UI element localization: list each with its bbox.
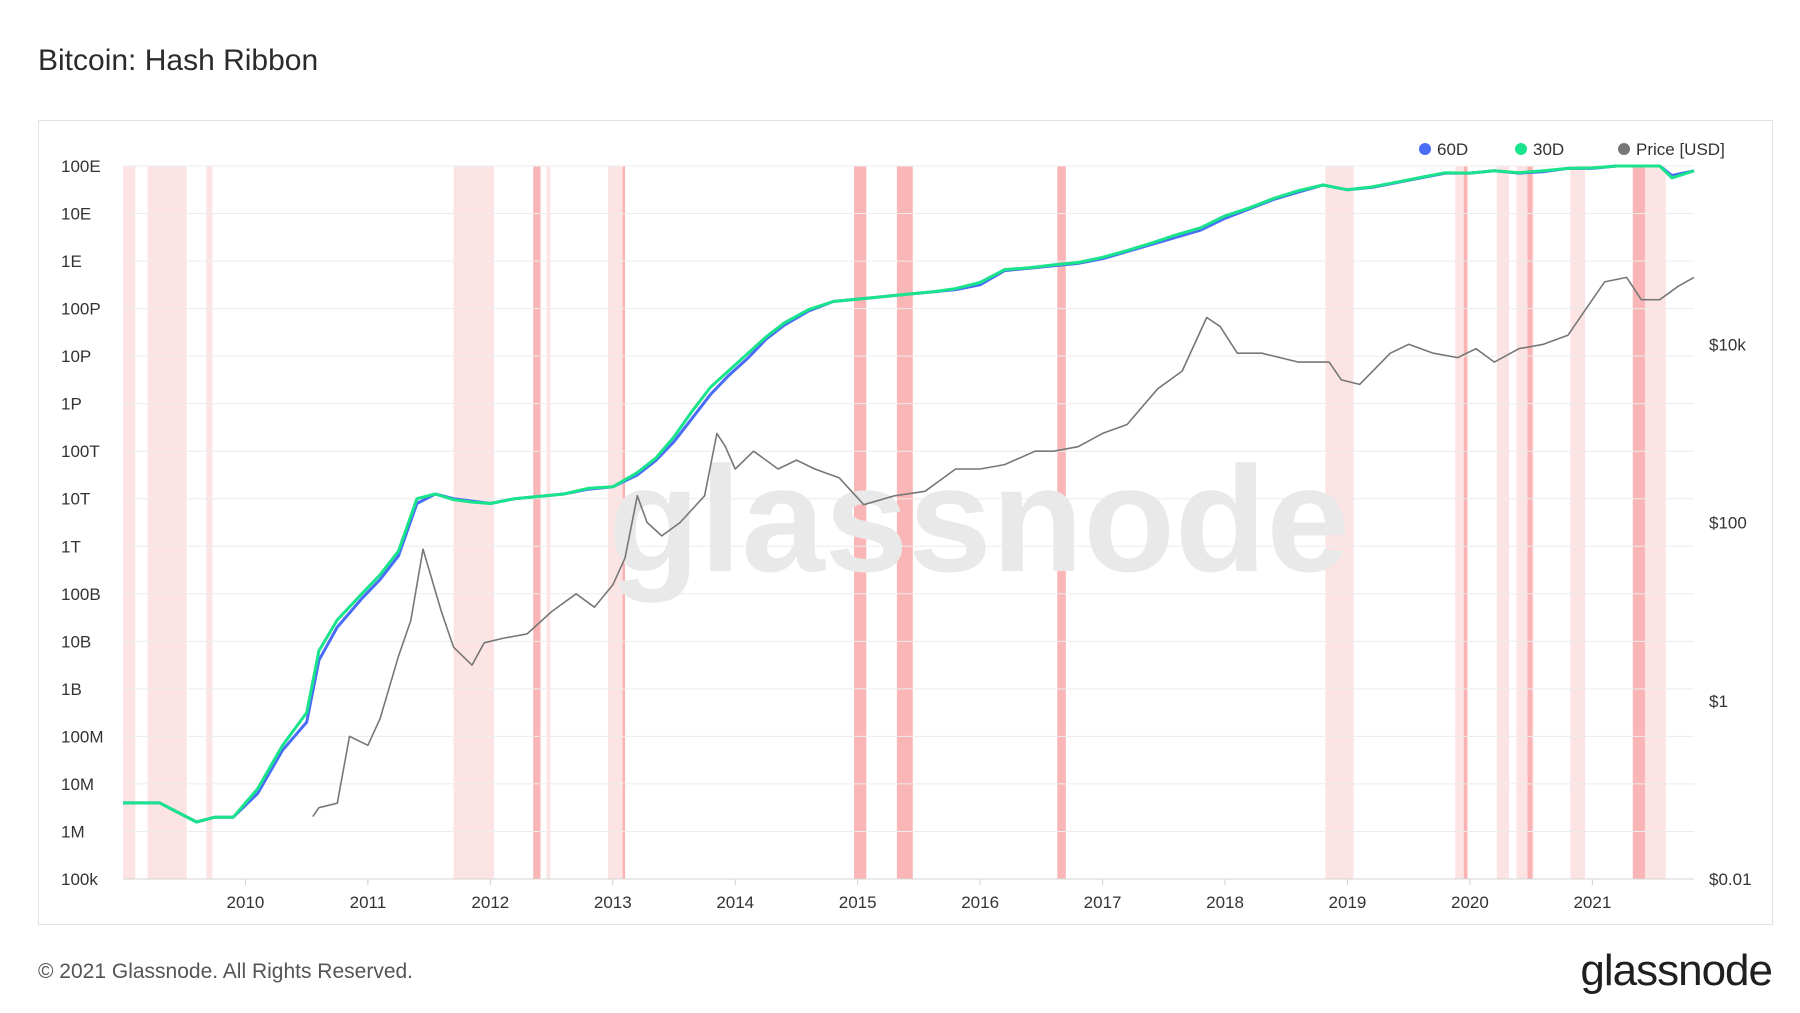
y-left-tick-label: 10M xyxy=(61,775,94,794)
y-left-tick-label: 1B xyxy=(61,680,82,699)
signal-band xyxy=(206,166,213,879)
chart-title: Bitcoin: Hash Ribbon xyxy=(38,44,319,77)
signal-band xyxy=(854,166,867,879)
y-left-tick-label: 100P xyxy=(61,300,101,319)
legend-label: Price [USD] xyxy=(1636,140,1725,159)
y-left-tick-label: 1E xyxy=(61,252,82,271)
signal-band xyxy=(1570,166,1586,879)
y-left-axis: 100E 10E 1E 100P 10P 1P 100T 10T 1T 100B 10B 1B 100M… xyxy=(61,157,104,889)
y-right-tick-label: $1 xyxy=(1709,692,1728,711)
hash-layer xyxy=(123,164,1695,824)
signal-band xyxy=(622,166,626,879)
signal-band xyxy=(147,166,187,879)
y-left-tick-label: 100k xyxy=(61,870,98,889)
y-right-tick-label: $0.01 xyxy=(1709,870,1752,889)
signal-band xyxy=(607,166,626,879)
signal-bands xyxy=(123,166,1666,879)
series-30d xyxy=(123,164,1695,824)
x-tick-label: 2019 xyxy=(1329,893,1367,912)
x-tick-label: 2012 xyxy=(471,893,509,912)
signal-band xyxy=(453,166,495,879)
x-tick-label: 2018 xyxy=(1206,893,1244,912)
x-tick-label: 2016 xyxy=(961,893,999,912)
signal-band xyxy=(533,166,541,879)
y-right-axis: $10k $100 $1 $0.01 xyxy=(1709,335,1752,889)
y-left-tick-label: 10T xyxy=(61,490,90,509)
y-right-tick-label: $100 xyxy=(1709,514,1747,533)
legend[interactable]: 60D 30D Price [USD] xyxy=(1419,140,1725,159)
x-axis: 2010 2011 2012 2013 2014 2015 2016 2017 2018 2019… xyxy=(123,878,1694,912)
x-tick-label: 2013 xyxy=(594,893,632,912)
y-left-tick-label: 1M xyxy=(61,822,85,841)
x-tick-label: 2015 xyxy=(839,893,877,912)
y-left-tick-label: 100T xyxy=(61,442,100,461)
signal-band xyxy=(1057,166,1066,879)
x-tick-label: 2011 xyxy=(350,893,387,912)
y-left-tick-label: 10E xyxy=(61,205,91,224)
legend-marker xyxy=(1618,143,1630,155)
x-tick-label: 2017 xyxy=(1084,893,1122,912)
footer-brand-logo: glassnode xyxy=(1580,946,1773,995)
price-layer xyxy=(312,276,1695,818)
signal-band xyxy=(896,166,913,879)
y-left-tick-label: 1T xyxy=(61,537,81,556)
x-tick-label: 2014 xyxy=(716,893,754,912)
y-left-tick-label: 10B xyxy=(61,632,91,651)
y-left-tick-label: 10P xyxy=(61,347,91,366)
signal-band xyxy=(1325,166,1354,879)
signal-band xyxy=(1463,166,1468,879)
legend-label: 60D xyxy=(1437,140,1468,159)
x-tick-label: 2020 xyxy=(1451,893,1489,912)
y-left-tick-label: 100B xyxy=(61,585,101,604)
signal-band xyxy=(1645,166,1666,879)
signal-band xyxy=(1527,166,1533,879)
y-left-tick-label: 1P xyxy=(61,395,82,414)
x-tick-label: 2021 xyxy=(1573,893,1611,912)
chart-svg[interactable]: glassnode 100E10E1E100P10P1P100T10T1T100… xyxy=(39,121,1772,924)
legend-marker xyxy=(1515,143,1527,155)
x-tick-label: 2010 xyxy=(227,893,265,912)
y-right-tick-label: $10k xyxy=(1709,335,1746,354)
chart-panel: glassnode 100E 10E 1E 100P 10P 1P 100T 10T 1T 100… xyxy=(38,120,1773,925)
signal-band xyxy=(123,166,136,879)
legend-label: 30D xyxy=(1533,140,1564,159)
y-left-tick-label: 100E xyxy=(61,157,101,176)
series-price-usd xyxy=(312,276,1695,818)
gridlines xyxy=(123,165,1694,880)
y-left-tick-label: 100M xyxy=(61,727,104,746)
signal-band xyxy=(1496,166,1510,879)
signal-band xyxy=(1632,166,1646,879)
legend-marker xyxy=(1419,143,1431,155)
footer-copyright: © 2021 Glassnode. All Rights Reserved. xyxy=(38,960,414,983)
signal-band xyxy=(546,166,551,879)
watermark: glassnode xyxy=(608,435,1350,603)
